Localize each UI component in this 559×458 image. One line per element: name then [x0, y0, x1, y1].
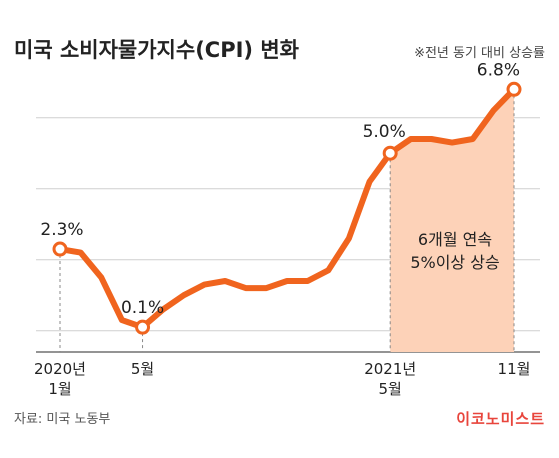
- data-point-marker: [52, 241, 68, 257]
- x-tick-label: 2020년: [34, 360, 86, 378]
- x-tick-label: 2021년: [364, 360, 416, 378]
- markers-group: [52, 81, 522, 335]
- data-point-marker: [506, 81, 522, 97]
- chart-note: ※전년 동기 대비 상승률: [414, 46, 545, 61]
- data-label: 5.0%: [363, 122, 406, 142]
- data-label: 6.8%: [477, 60, 520, 80]
- highlight-label-line1: 6개월 연속: [418, 230, 492, 249]
- data-label: 2.3%: [40, 220, 83, 240]
- data-point-marker: [135, 319, 151, 335]
- highlight-band: [390, 89, 514, 353]
- x-tick-label: 11월: [498, 360, 531, 378]
- data-point-marker: [382, 145, 398, 161]
- chart-title: 미국 소비자물가지수(CPI) 변화: [14, 38, 300, 62]
- x-tick-label: 5월: [131, 360, 154, 378]
- x-tick-label: 5월: [379, 380, 402, 398]
- source-note: 자료: 미국 노동부: [14, 412, 110, 427]
- guide-lines: [59, 89, 515, 352]
- highlight-area: [390, 89, 514, 353]
- brand-logo: 이코노미스트: [456, 410, 545, 428]
- data-labels-group: 2.3% 0.1% 5.0% 6.8%: [40, 60, 520, 318]
- x-tick-label: 1월: [48, 380, 71, 398]
- highlight-label-line2: 5%이상 상승: [410, 253, 499, 272]
- x-ticks-group: 2020년 1월 5월 2021년 5월 11월: [34, 360, 530, 398]
- data-label: 0.1%: [121, 298, 164, 318]
